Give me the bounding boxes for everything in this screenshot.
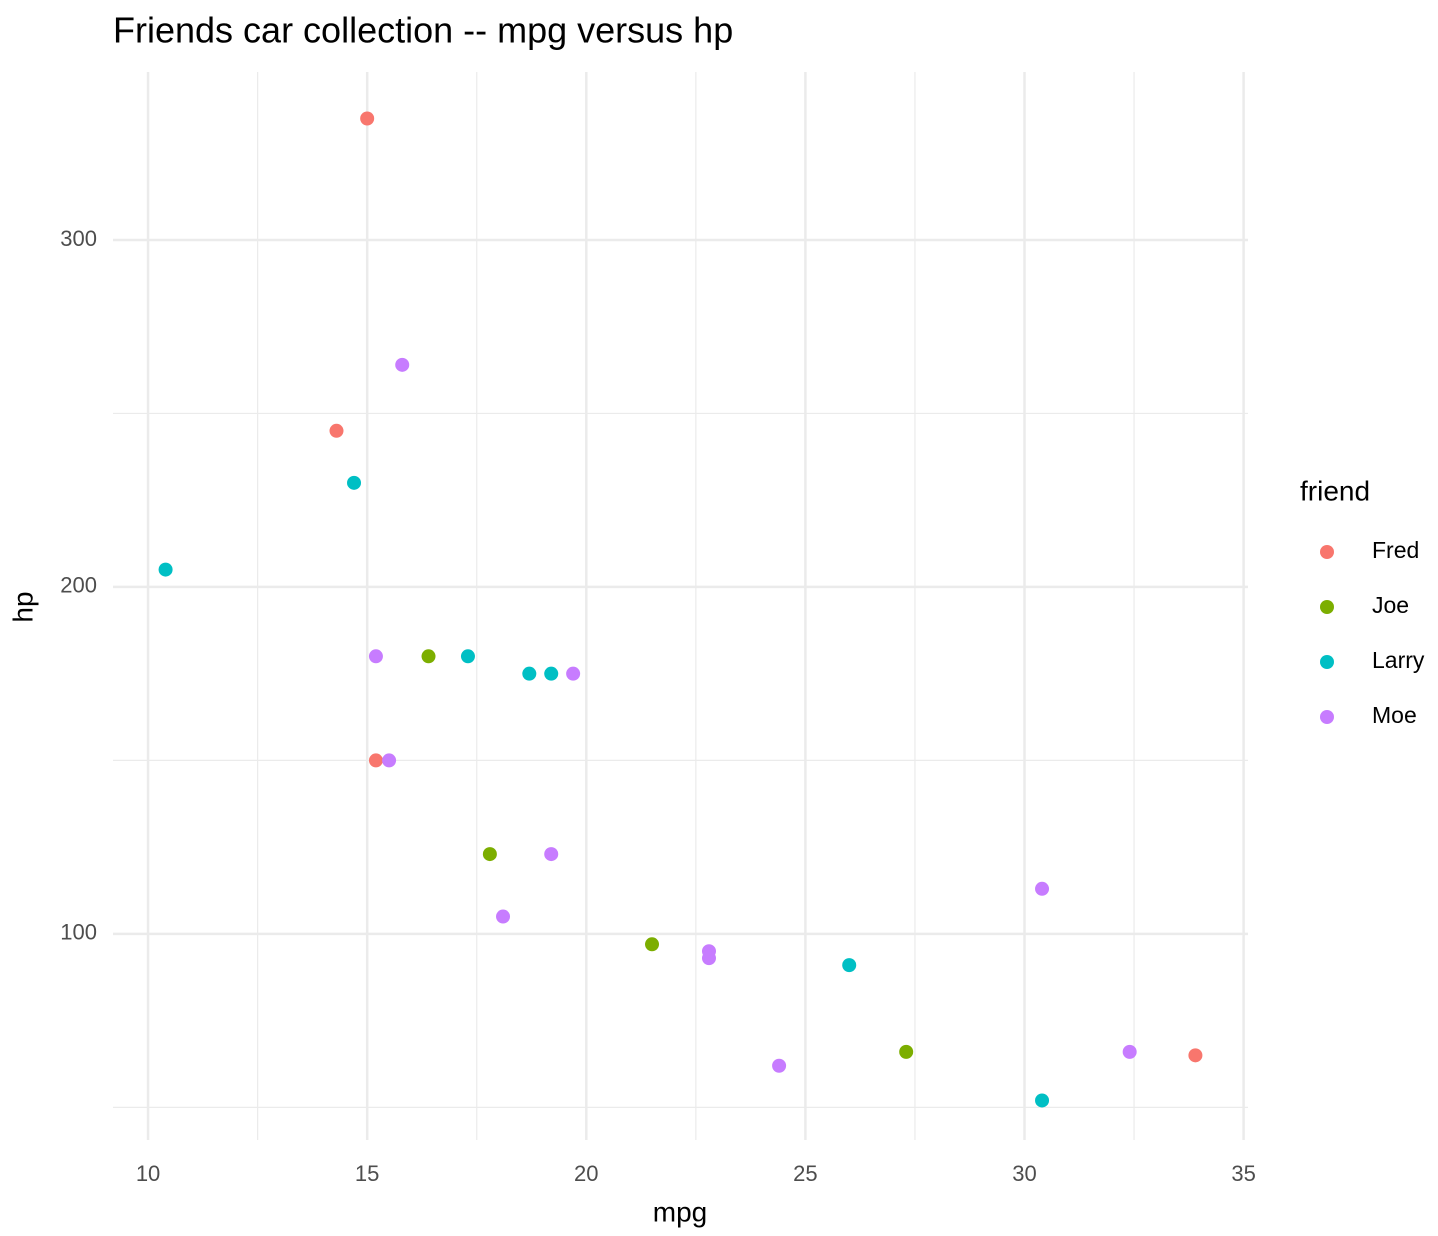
point	[701, 951, 716, 966]
legend-marker	[1320, 655, 1334, 669]
point	[544, 666, 559, 681]
y-axis-label: hp	[7, 591, 38, 622]
point	[544, 847, 559, 862]
legend-marker	[1320, 710, 1334, 724]
point	[158, 562, 173, 577]
point	[329, 423, 344, 438]
legend-label: Larry	[1372, 647, 1425, 673]
point	[1188, 1048, 1203, 1063]
legend-label: Moe	[1372, 702, 1417, 728]
point	[842, 958, 857, 973]
point	[482, 847, 497, 862]
x-tick-label: 10	[136, 1161, 160, 1186]
point	[368, 649, 383, 664]
y-tick-label: 200	[60, 573, 97, 598]
point	[1122, 1044, 1137, 1059]
y-tick-label: 300	[60, 226, 97, 251]
point	[395, 357, 410, 372]
x-tick-label: 25	[793, 1161, 817, 1186]
y-tick-label: 100	[60, 920, 97, 945]
legend-label: Fred	[1372, 537, 1419, 563]
x-tick-label: 30	[1012, 1161, 1036, 1186]
point	[368, 753, 383, 768]
point	[382, 753, 397, 768]
point	[496, 909, 511, 924]
x-axis-label: mpg	[653, 1196, 707, 1227]
point	[421, 649, 436, 664]
point	[899, 1044, 914, 1059]
x-tick-label: 15	[355, 1161, 379, 1186]
legend-label: Joe	[1372, 592, 1409, 618]
point	[645, 937, 660, 952]
legend-marker	[1320, 545, 1334, 559]
x-tick-label: 35	[1231, 1161, 1255, 1186]
point	[772, 1058, 787, 1073]
legend-marker	[1320, 600, 1334, 614]
chart-title: Friends car collection -- mpg versus hp	[113, 10, 733, 51]
point	[347, 475, 362, 490]
point	[1035, 881, 1050, 896]
x-tick-label: 20	[574, 1161, 598, 1186]
legend-title: friend	[1300, 475, 1370, 506]
point	[460, 649, 475, 664]
point	[522, 666, 537, 681]
point	[360, 111, 375, 126]
point	[1035, 1093, 1050, 1108]
point	[566, 666, 581, 681]
